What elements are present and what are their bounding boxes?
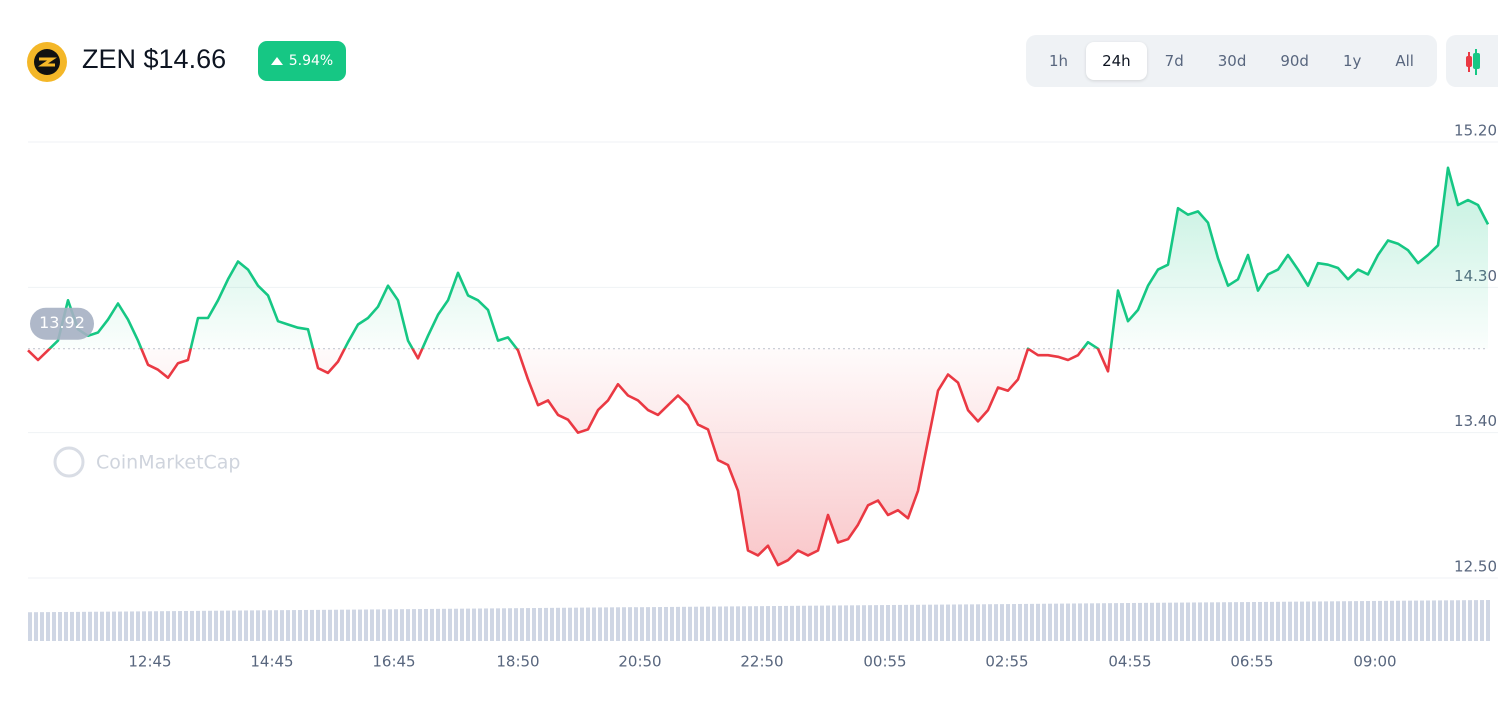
price-line [27,166,1490,567]
x-tick-label: 04:55 [1108,653,1151,671]
x-tick-label: 20:50 [618,653,661,671]
candle-toggle[interactable] [1446,35,1498,87]
range-selector: 1h 24h 7d 30d 90d 1y All [1026,35,1437,87]
x-tick-label: 09:00 [1353,653,1396,671]
range-button[interactable]: 24h [1086,42,1147,80]
x-tick-label: 00:55 [863,653,906,671]
y-tick-label: 15.20 [1454,122,1497,140]
area [28,167,1488,566]
range-button[interactable]: 7d [1164,52,1184,70]
x-tick-label: 14:45 [250,653,293,671]
change: 5.94% [288,53,334,69]
watermark-text: CoinMarketCap [96,452,241,474]
x-tick-label: 02:55 [985,653,1028,671]
coin-title: ZEN $14.66 [82,44,226,75]
baseline-label: 13.92 [39,313,85,332]
baseline-pill [30,307,94,340]
range-button[interactable]: 30d [1217,52,1247,70]
range-button[interactable]: 1y [1342,52,1362,70]
logo [27,42,67,82]
change-badge: 5.94% [258,41,346,81]
watermark: CoinMarketCap [53,446,241,478]
x-tick-label: 12:45 [128,653,171,671]
y-tick-label: 12.50 [1454,558,1497,576]
symbol: ZEN [82,44,136,74]
range-button[interactable]: All [1395,52,1414,70]
y-tick-label: 13.40 [1454,412,1497,430]
x-tick-label: 16:45 [372,653,415,671]
range-button[interactable]: 90d [1280,52,1309,70]
x-tick-label: 06:55 [1230,653,1273,671]
price: $14.66 [143,44,227,74]
range-button[interactable]: 1h [1049,52,1069,70]
x-tick-label: 18:50 [496,653,539,671]
x-tick-label: 22:50 [740,653,783,671]
